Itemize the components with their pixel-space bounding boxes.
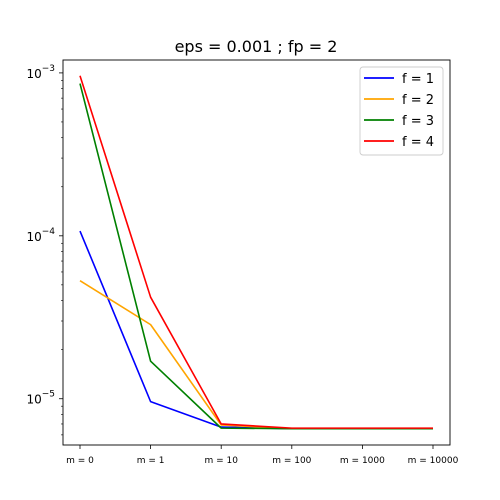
x-tick-label: m = 10000 xyxy=(408,456,459,466)
plot-area-frame xyxy=(62,59,451,446)
x-tick-label: m = 10 xyxy=(204,456,238,466)
x-tick-label: m = 0 xyxy=(66,456,94,466)
series-line xyxy=(79,75,433,429)
x-tick-label: m = 1000 xyxy=(340,456,385,466)
legend-label: f = 4 xyxy=(402,135,434,150)
legend-label: f = 3 xyxy=(402,114,434,129)
legend-box xyxy=(359,66,444,156)
legend-label: f = 1 xyxy=(402,72,434,87)
x-tick-label: m = 100 xyxy=(272,456,311,466)
x-tick-label: m = 1 xyxy=(137,456,165,466)
legend-label: f = 2 xyxy=(402,93,434,108)
chart-title: eps = 0.001 ; fp = 2 xyxy=(175,37,338,56)
